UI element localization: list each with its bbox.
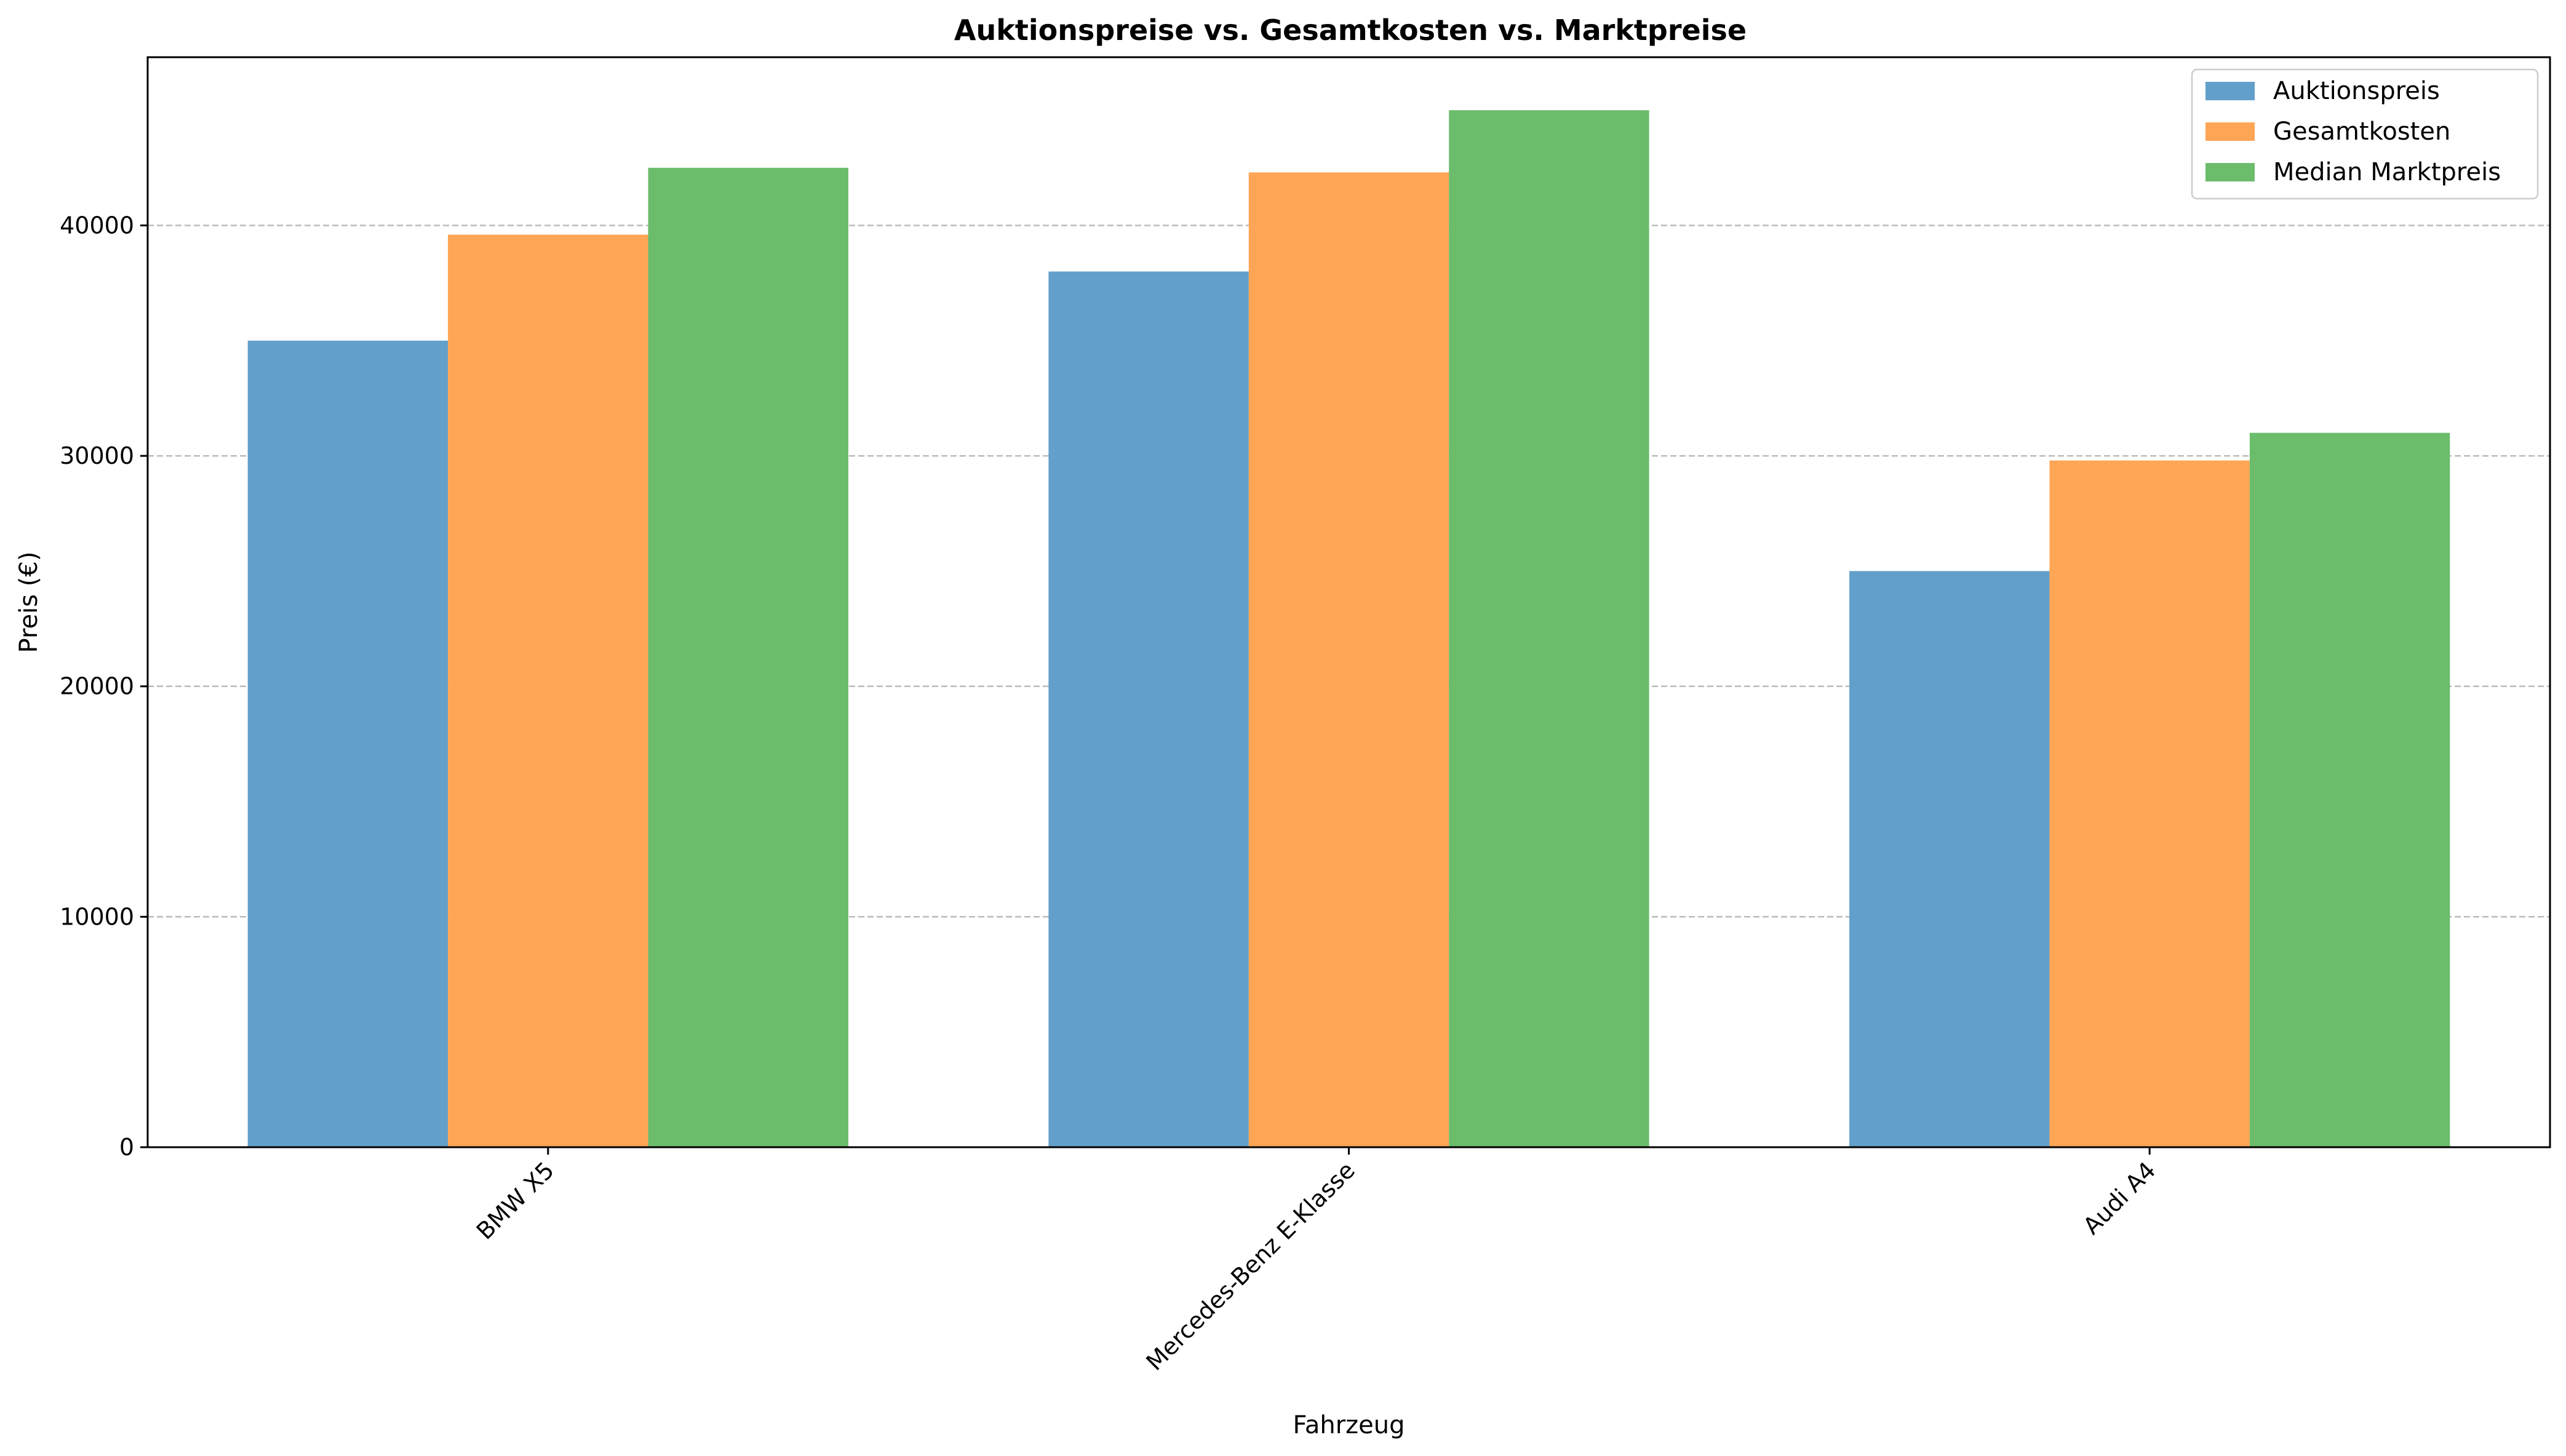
bar-median-marktpreis	[1449, 110, 1649, 1147]
bar-auktionspreis	[1048, 271, 1249, 1148]
y-tick-label: 10000	[60, 903, 134, 930]
y-tick-label: 30000	[60, 442, 134, 469]
bar-median-marktpreis	[648, 167, 848, 1148]
bars	[247, 110, 2450, 1148]
legend: Auktionspreis Gesamtkosten Median Marktpre…	[2191, 68, 2539, 200]
y-tick-label: 20000	[60, 673, 134, 700]
legend-entry: Auktionspreis	[2273, 77, 2440, 105]
bar-median-marktpreis	[2249, 432, 2450, 1147]
x-axis-label: Fahrzeug	[1293, 1411, 1405, 1439]
legend-entry: Median Marktpreis	[2273, 158, 2501, 186]
bar-gesamtkosten	[448, 234, 648, 1148]
bar-auktionspreis	[1849, 571, 2050, 1147]
y-axis-ticks: 0 10000 20000 30000 40000	[60, 212, 148, 1161]
chart-title: Auktionspreise vs. Gesamtkosten vs. Mark…	[954, 14, 1747, 47]
plot-frame	[146, 56, 2551, 1148]
y-tick-label: 40000	[60, 212, 134, 239]
legend-swatch	[2205, 82, 2255, 100]
bar-gesamtkosten	[1248, 172, 1449, 1148]
legend-swatch	[2205, 122, 2255, 141]
bar-auktionspreis	[247, 340, 448, 1147]
y-tick-label: 0	[119, 1134, 134, 1161]
legend-box	[2191, 68, 2539, 200]
legend-swatch	[2205, 163, 2255, 181]
bar-gesamtkosten	[2049, 460, 2250, 1147]
y-axis-label: Preis (€)	[15, 552, 43, 653]
legend-entry: Gesamtkosten	[2273, 117, 2450, 146]
